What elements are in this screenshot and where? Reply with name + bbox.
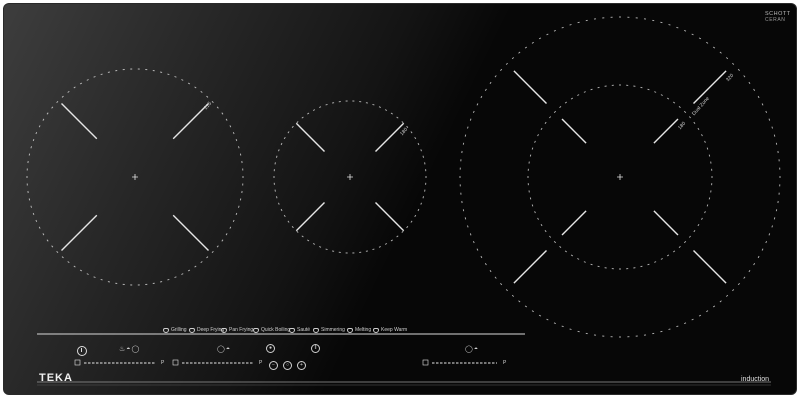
hob-markings [26,16,781,386]
power-sliders [74,359,497,366]
right-zone-outer-mark-3 [693,70,727,104]
right-zone-inner-mark-2 [561,118,587,144]
function-pan-frying[interactable]: Pan Frying [221,327,253,333]
power-button[interactable] [77,346,87,356]
middle-zone-mark-1 [295,202,325,232]
function-grilling[interactable]: Grilling [163,327,187,333]
function-simmering[interactable]: Simmering [313,327,345,333]
deep-frying-icon [189,327,195,333]
zone-marks [61,70,727,284]
simmering-icon [313,327,319,333]
teka-logo: TEKA [39,372,73,384]
left-zone-power-slider[interactable] [74,359,155,366]
grill-icon [163,327,169,333]
middle-zone-center [347,174,353,180]
function-saute[interactable]: Sauté [289,327,310,333]
middle-zone-ring [273,100,427,254]
function-quick-boiling[interactable]: Quick Boiling [253,327,290,333]
saute-icon [289,327,295,333]
function-keep-warm[interactable]: Keep Warm [373,327,407,333]
left-zone-mark-1 [61,214,98,251]
left-zone-function-icons[interactable]: ♨◓◯ [119,346,141,353]
right-zone-inner-mark-1 [561,210,587,236]
right-zone-center [617,174,623,180]
middle-zone-mark-0 [375,202,405,232]
right-slider-end: P [503,360,507,366]
function-melting[interactable]: Melting [347,327,371,333]
pan-frying-icon [221,327,227,333]
lock-icon: ● [268,345,273,351]
timer-plus-button[interactable]: + [297,361,306,370]
middle-zone-function-icons[interactable]: ◯◓ [217,346,232,353]
pause-button[interactable]: ‖ [311,344,320,353]
middle-zone-mark-2 [295,122,325,152]
zone-rings [26,16,781,338]
left-slider-end: P [161,360,165,366]
right-zone-inner-ring [527,84,713,270]
left-zone-mark-0 [172,214,209,251]
middle-zone-mark-3 [375,122,405,152]
left-zone-mark-3 [172,103,209,140]
induction-label: induction [741,376,770,383]
timer-icon: ○ [285,362,290,368]
timer-minus-button[interactable]: − [269,361,278,370]
induction-hob: SCHOTT CERAN 215 180 320 Dual Zone 180 G… [3,3,797,395]
quick-boiling-icon [253,327,259,333]
left-zone-mark-2 [61,103,98,140]
middle-slider-end: P [259,360,263,366]
pause-icon: ‖ [314,345,317,351]
keep-warm-icon [373,327,379,333]
lock-button[interactable]: ● [266,344,275,353]
right-zone-outer-mark-2 [513,70,547,104]
ceran-logo: CERAN [765,17,786,23]
right-zone-outer-mark-1 [513,250,547,284]
function-deep-frying[interactable]: Deep Frying [189,327,224,333]
schott-logo: SCHOTT [765,11,791,17]
left-zone-center [132,174,138,180]
right-zone-function-icons[interactable]: ◯◓ [465,346,480,353]
melting-icon [347,327,353,333]
right-zone-outer-mark-0 [693,250,727,284]
right-zone-power-slider[interactable] [422,359,497,366]
left-zone-ring [26,68,244,286]
right-zone-inner-mark-3 [653,118,679,144]
right-zone-inner-mark-0 [653,210,679,236]
timer-select-button[interactable]: ○ [283,361,292,370]
middle-zone-power-slider[interactable] [172,359,253,366]
right-zone-outer-ring [459,16,781,338]
